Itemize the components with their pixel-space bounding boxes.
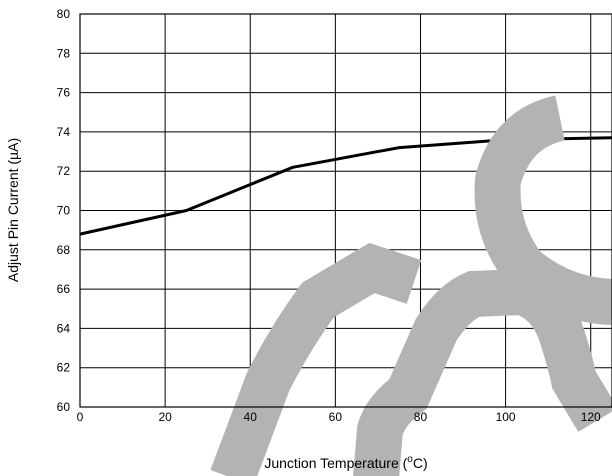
x-axis-ticks: 0 20 40 60 80 100 120 [77, 410, 601, 424]
y-tick-label: 72 [57, 164, 71, 178]
y-tick-label: 76 [57, 86, 71, 100]
y-tick-label: 70 [57, 204, 71, 218]
grid [79, 13, 612, 408]
y-tick-label: 66 [57, 282, 71, 296]
y-tick-label: 80 [57, 7, 71, 21]
x-tick-label: 60 [329, 410, 343, 424]
watermark-logo [210, 95, 612, 476]
y-tick-label: 60 [57, 400, 71, 414]
x-tick-label: 0 [77, 410, 84, 424]
x-tick-label: 120 [581, 410, 601, 424]
x-tick-label: 20 [158, 410, 172, 424]
y-axis-ticks: 60 62 64 66 68 70 72 74 76 78 80 [57, 7, 71, 414]
x-axis-title: Junction Temperature (oC) [264, 454, 427, 471]
plot-frame [79, 13, 612, 408]
y-tick-label: 62 [57, 361, 71, 375]
y-tick-label: 64 [57, 321, 71, 335]
x-tick-label: 100 [496, 410, 516, 424]
x-tick-label: 40 [244, 410, 258, 424]
y-axis-title: Adjust Pin Current (µA) [5, 138, 21, 282]
y-tick-label: 68 [57, 243, 71, 257]
y-tick-label: 78 [57, 46, 71, 60]
x-tick-label: 80 [414, 410, 428, 424]
y-tick-label: 74 [57, 125, 71, 139]
